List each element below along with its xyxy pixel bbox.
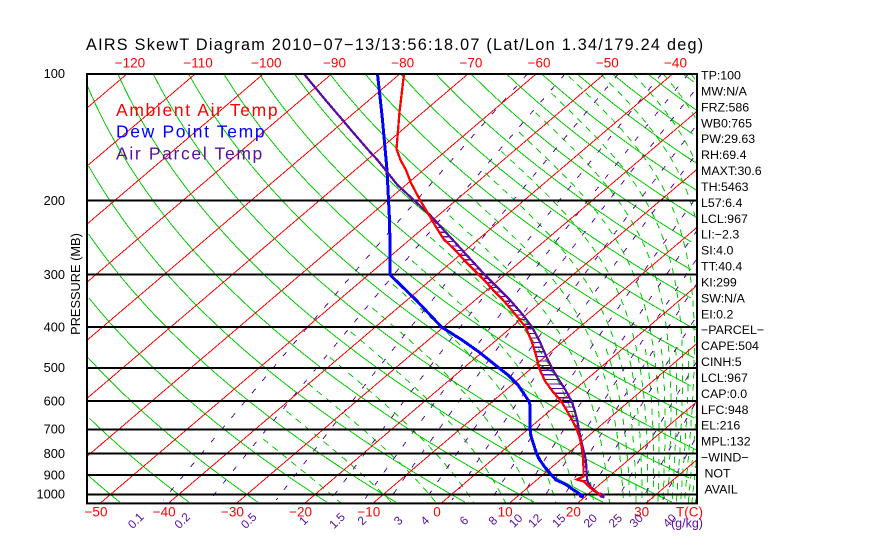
svg-text:NOT: NOT <box>701 467 731 481</box>
svg-text:900: 900 <box>44 467 65 482</box>
svg-text:0: 0 <box>433 505 441 520</box>
svg-text:Ambient Air Temp: Ambient Air Temp <box>116 100 279 120</box>
svg-text:LCL:967: LCL:967 <box>701 371 748 385</box>
svg-text:700: 700 <box>44 422 65 437</box>
svg-text:800: 800 <box>44 446 65 461</box>
svg-text:RH:69.4: RH:69.4 <box>701 148 747 162</box>
svg-text:−60: −60 <box>528 56 551 71</box>
svg-text:MW:N/A: MW:N/A <box>701 84 748 98</box>
svg-text:−40: −40 <box>664 56 687 71</box>
svg-text:−90: −90 <box>323 56 346 71</box>
svg-text:−80: −80 <box>391 56 414 71</box>
svg-text:TP:100: TP:100 <box>701 69 741 83</box>
svg-text:EI:0.2: EI:0.2 <box>701 307 733 321</box>
svg-text:TH:5463: TH:5463 <box>701 180 749 194</box>
svg-text:−120: −120 <box>115 56 145 71</box>
svg-text:1000: 1000 <box>37 487 65 502</box>
svg-text:400: 400 <box>44 319 65 334</box>
svg-text:FRZ:586: FRZ:586 <box>701 100 749 114</box>
svg-text:−30: −30 <box>221 505 244 520</box>
svg-text:LFC:948: LFC:948 <box>701 403 749 417</box>
svg-text:−PARCEL−: −PARCEL− <box>701 323 764 337</box>
svg-text:MPL:132: MPL:132 <box>701 435 751 449</box>
svg-text:−20: −20 <box>289 505 312 520</box>
svg-text:(g/kg): (g/kg) <box>671 517 703 531</box>
svg-text:AIRS SkewT Diagram 2010−07−13/: AIRS SkewT Diagram 2010−07−13/13:56:18.0… <box>86 36 704 54</box>
svg-text:Air Parcel Temp: Air Parcel Temp <box>116 144 264 164</box>
svg-text:L57:6.4: L57:6.4 <box>701 196 742 210</box>
svg-text:100: 100 <box>44 66 65 81</box>
svg-text:KI:299: KI:299 <box>701 276 737 290</box>
svg-text:WB0:765: WB0:765 <box>701 116 752 130</box>
svg-text:200: 200 <box>44 193 65 208</box>
svg-text:20: 20 <box>566 505 581 520</box>
svg-text:MAXT:30.6: MAXT:30.6 <box>701 164 762 178</box>
svg-text:LI:−2.3: LI:−2.3 <box>701 228 739 242</box>
svg-text:−100: −100 <box>251 56 281 71</box>
svg-text:30: 30 <box>634 505 649 520</box>
svg-text:CAP:0.0: CAP:0.0 <box>701 387 747 401</box>
svg-text:10: 10 <box>498 505 513 520</box>
svg-text:Dew Point Temp: Dew Point Temp <box>116 122 266 142</box>
svg-text:EL:216: EL:216 <box>701 419 740 433</box>
svg-text:600: 600 <box>44 393 65 408</box>
svg-text:−40: −40 <box>153 505 176 520</box>
svg-text:−10: −10 <box>357 505 380 520</box>
svg-text:PRESSURE (MB): PRESSURE (MB) <box>68 233 83 335</box>
svg-text:−70: −70 <box>459 56 482 71</box>
svg-text:T(C): T(C) <box>676 505 703 520</box>
svg-text:LCL:967: LCL:967 <box>701 212 748 226</box>
svg-text:PW:29.63: PW:29.63 <box>701 132 755 146</box>
svg-text:−50: −50 <box>85 505 108 520</box>
svg-text:−110: −110 <box>183 56 212 71</box>
svg-text:300: 300 <box>44 267 65 282</box>
svg-text:SI:4.0: SI:4.0 <box>701 244 733 258</box>
svg-text:SW:N/A: SW:N/A <box>701 291 746 305</box>
svg-text:500: 500 <box>44 360 65 375</box>
svg-text:CAPE:504: CAPE:504 <box>701 339 759 353</box>
svg-text:AVAIL: AVAIL <box>701 482 738 496</box>
svg-text:TT:40.4: TT:40.4 <box>701 260 742 274</box>
svg-text:−WIND−: −WIND− <box>701 451 749 465</box>
svg-text:−50: −50 <box>596 56 619 71</box>
svg-text:CINH:5: CINH:5 <box>701 355 742 369</box>
